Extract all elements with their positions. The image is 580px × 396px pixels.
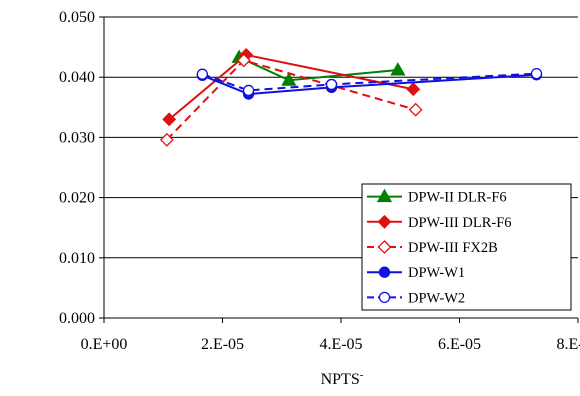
data-point <box>408 102 423 117</box>
legend-entry-0: DPW-II DLR-F6 <box>367 188 507 206</box>
series-line <box>201 73 537 96</box>
y-tick-label: 0.030 <box>59 129 95 146</box>
data-point <box>196 68 209 80</box>
data-point <box>325 78 338 91</box>
legend: DPW-II DLR-F6 DPW-III DLR-F6 DPW-III FX2B D… <box>361 183 572 311</box>
legend-swatch-marker <box>376 188 393 203</box>
legend-box <box>361 183 572 311</box>
data-point <box>159 132 174 147</box>
x-tick-label: 6.E-05 <box>438 336 481 353</box>
data-point <box>162 112 177 127</box>
legend-entry-2: DPW-III FX2B <box>367 240 498 256</box>
legend-swatch-marker <box>378 291 391 304</box>
data-point <box>281 72 297 86</box>
data-point <box>390 62 406 76</box>
x-axis-label-superscript: - <box>360 369 364 381</box>
x-axis-label: NPTS- <box>321 369 364 388</box>
y-tick-label: 0.050 <box>59 9 95 26</box>
axes <box>99 16 579 323</box>
x-tick-label: 8.E-05 <box>556 336 580 353</box>
legend-label: DPW-III FX2B <box>408 240 498 256</box>
y-tick-label: 0.000 <box>59 310 95 327</box>
tick-labels: 0.000 0.010 0.020 0.030 0.040 0.050 0.E+00 2.E-… <box>59 9 580 353</box>
series-line <box>202 72 537 92</box>
x-tick-label: 2.E-05 <box>201 336 244 353</box>
legend-swatch-marker <box>378 266 391 278</box>
y-tick-label: 0.010 <box>59 250 95 267</box>
y-tick-label: 0.020 <box>59 190 95 207</box>
legend-label: DPW-III DLR-F6 <box>408 215 512 231</box>
data-point <box>242 84 255 97</box>
legend-entry-4: DPW-W2 <box>367 290 465 306</box>
series-2 <box>159 53 423 147</box>
legend-swatch-marker <box>377 240 392 254</box>
legend-entry-1: DPW-III DLR-F6 <box>367 215 512 231</box>
x-tick-label: 0.E+00 <box>81 336 128 353</box>
data-point <box>530 67 543 80</box>
data-point <box>406 82 421 97</box>
x-axis-label-text: NPTS <box>321 371 360 388</box>
legend-label: DPW-II DLR-F6 <box>408 190 507 206</box>
series-4 <box>196 67 543 97</box>
data-point <box>236 53 251 68</box>
legend-entry-3: DPW-W1 <box>367 265 465 281</box>
series-group <box>159 48 543 147</box>
legend-swatch-marker <box>377 214 392 229</box>
legend-label: DPW-W2 <box>408 290 465 306</box>
series-0 <box>231 49 406 86</box>
legend-label: DPW-W1 <box>408 265 465 281</box>
y-tick-label: 0.040 <box>59 69 95 86</box>
x-tick-label: 4.E-05 <box>319 336 362 353</box>
